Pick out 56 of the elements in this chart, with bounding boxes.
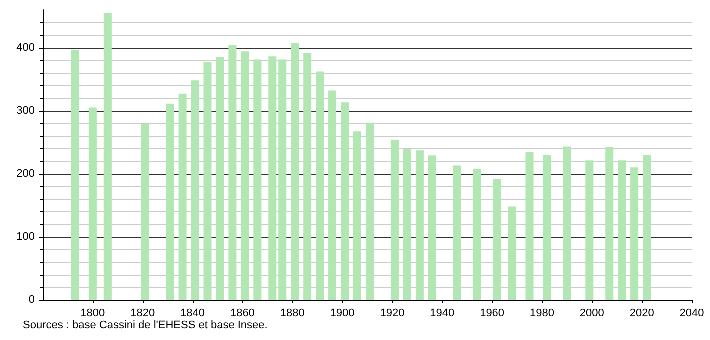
bar [403, 149, 412, 300]
bar [166, 104, 174, 300]
bar [473, 168, 482, 300]
y-tick-label: 0 [28, 294, 35, 306]
y-tick-label: 100 [16, 230, 35, 243]
x-tick-label: 1820 [130, 308, 156, 320]
bar [354, 132, 362, 300]
bar [71, 50, 80, 300]
bar [453, 166, 462, 300]
x-tick-label: 1840 [180, 308, 206, 320]
x-tick-label: 2000 [580, 308, 604, 320]
bar [643, 155, 652, 300]
bar [618, 160, 626, 300]
bar [390, 140, 399, 300]
x-tick-label: 2040 [680, 308, 704, 320]
x-tick-label: 1920 [380, 308, 405, 320]
bar [178, 94, 187, 300]
bar [416, 150, 424, 300]
source-note: Sources : base Cassini de l'EHESS et base Insee. [23, 320, 268, 332]
bar [88, 108, 97, 300]
bar [543, 155, 552, 300]
bar [526, 152, 534, 300]
x-tick-label: 2020 [630, 308, 654, 320]
x-tick-label: 1960 [480, 308, 505, 320]
bar [366, 122, 374, 300]
bar [508, 206, 516, 300]
bar [606, 147, 614, 300]
x-tick-label: 1940 [430, 308, 455, 320]
x-tick-label: 1860 [230, 308, 255, 320]
bar [630, 168, 639, 300]
x-tick-label: 1800 [80, 308, 106, 320]
bar [586, 160, 594, 300]
bar [341, 102, 350, 300]
bar [278, 60, 287, 300]
bar [268, 56, 277, 300]
bar [563, 146, 572, 300]
bar [228, 45, 237, 300]
y-tick-label: 200 [16, 168, 35, 180]
bar [316, 72, 324, 300]
bar [428, 156, 436, 300]
bar [204, 62, 212, 300]
bar [141, 124, 150, 300]
x-tick-label: 1980 [530, 308, 554, 320]
bar [304, 54, 312, 300]
bar [328, 90, 337, 300]
bar [254, 60, 262, 300]
bar [241, 52, 250, 300]
x-tick-label: 1880 [280, 308, 305, 320]
x-tick-label: 1900 [330, 308, 355, 320]
bar [291, 43, 300, 300]
bar [493, 178, 502, 300]
y-tick-label: 300 [16, 104, 35, 117]
bar [216, 57, 224, 300]
y-tick-label: 400 [16, 42, 35, 54]
bar [191, 80, 200, 300]
bar [104, 13, 112, 300]
